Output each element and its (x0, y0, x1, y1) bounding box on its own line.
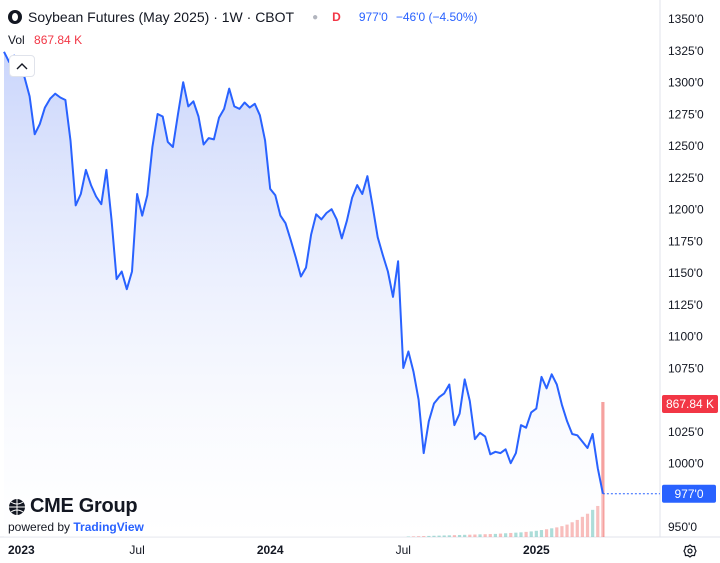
axis-badges: 867.84 K 977'0 (662, 395, 718, 503)
y-tick-label: 1150'0 (668, 266, 703, 280)
y-tick-label: 1350'0 (668, 12, 704, 26)
x-tick-label: 2025 (523, 543, 550, 557)
status-dot-icon: ● (312, 11, 319, 23)
chevron-up-icon (16, 63, 28, 70)
volume-label: Vol (8, 33, 25, 47)
cme-branding[interactable]: CME Group powered by TradingView (8, 495, 144, 534)
volume-badge-label: 867.84 K (666, 397, 714, 411)
powered-by: powered by TradingView (8, 520, 144, 534)
chart-header: Soybean Futures (May 2025) · 1W · CBOT ●… (8, 7, 478, 27)
volume-value: 867.84 K (34, 33, 83, 47)
y-tick-label: 1225'0 (668, 171, 704, 185)
symbol-title[interactable]: Soybean Futures (May 2025) · 1W · CBOT (28, 9, 295, 25)
x-tick-label: 2023 (8, 543, 35, 557)
y-tick-label: 1175'0 (668, 234, 703, 248)
volume-legend: Vol 867.84 K (8, 33, 82, 47)
y-tick-label: 1125'0 (668, 298, 703, 312)
y-tick-label: 1275'0 (668, 107, 704, 121)
y-tick-label: 1250'0 (668, 139, 704, 153)
y-tick-label: 1100'0 (668, 330, 703, 344)
tradingview-link[interactable]: TradingView (73, 520, 144, 534)
cme-logo-text: CME Group (30, 495, 138, 517)
price-line (3, 51, 604, 494)
y-tick-label: 1025'0 (668, 425, 704, 439)
y-tick-label: 1325'0 (668, 44, 704, 58)
y-axis: 1350'0 1325'0 1300'0 1275'0 1250'0 1225'0 1200… (659, 0, 704, 537)
volume-badge (662, 395, 718, 413)
y-tick-label: 1000'0 (668, 457, 704, 471)
x-tick-label: Jul (129, 543, 144, 557)
volume-bar (601, 402, 605, 537)
y-tick-label: 1200'0 (668, 203, 704, 217)
symbol-logo-icon (8, 10, 22, 24)
last-price: 977'0 (358, 10, 388, 24)
collapse-legend-button[interactable] (9, 55, 35, 77)
dividend-marker: D (332, 10, 341, 24)
cme-globe-icon (9, 498, 25, 515)
price-area-fill (4, 51, 603, 538)
y-tick-label: 1300'0 (668, 76, 704, 90)
last-price-badge (662, 484, 716, 503)
x-tick-label: 2024 (257, 543, 284, 557)
y-tick-label: 1075'0 (668, 361, 704, 375)
price-change: −46'0 (−4.50%) (395, 10, 478, 24)
y-tick-label: 950'0 (668, 520, 697, 534)
last-price-badge-label: 977'0 (675, 487, 704, 501)
settings-icon[interactable] (683, 544, 697, 558)
powered-by-label: powered by (8, 520, 71, 534)
x-tick-label: Jul (396, 543, 411, 557)
x-axis: 2023 Jul 2024 Jul 2025 (0, 536, 720, 557)
